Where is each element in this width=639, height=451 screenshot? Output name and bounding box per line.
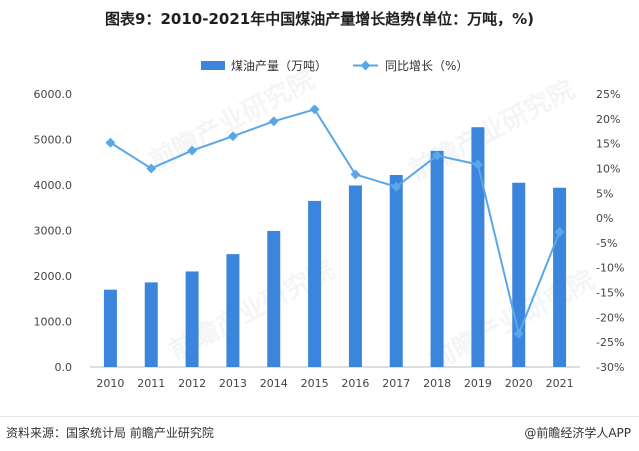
legend-line-label: 同比增长（%） [385,59,468,73]
bar [103,289,117,367]
x-tick-label: 2018 [423,377,451,390]
bar [267,230,281,367]
x-tick-label: 2019 [464,377,492,390]
x-tick-label: 2013 [219,377,247,390]
footer-divider [0,416,639,417]
chart-title: 图表9：2010-2021年中国煤油产量增长趋势(单位：万吨，%) [105,10,534,28]
x-tick-label: 2017 [382,377,410,390]
line-point [146,163,157,174]
bar [308,200,322,367]
y-left-tick-label: 6000.0 [34,88,73,101]
line-point [227,131,238,142]
y-left-tick-label: 2000.0 [34,270,73,283]
y-right-tick-label: -25% [596,336,624,349]
y-right-tick-label: 20% [596,113,620,126]
y-right-tick-label: -20% [596,311,624,324]
x-tick-label: 2010 [96,377,124,390]
y-left-tick-label: 1000.0 [34,316,73,329]
x-tick-label: 2015 [301,377,329,390]
line-point [309,104,320,115]
y-left-tick-label: 3000.0 [34,225,73,238]
y-left-tick-label: 4000.0 [34,179,73,192]
x-tick-label: 2011 [137,377,165,390]
y-right-tick-label: 15% [596,138,620,151]
legend: 煤油产量（万吨） 同比增长（%） [201,59,468,73]
y-left-tick-label: 5000.0 [34,134,73,147]
x-tick-label: 2014 [260,377,288,390]
line-point [554,227,565,237]
line-path [109,108,561,338]
bar [389,174,403,367]
x-tick-label: 2012 [178,377,206,390]
bar [471,127,485,367]
bar [185,271,199,367]
y-right-tick-label: 5% [596,187,613,200]
line-point [432,150,443,161]
line-point [350,169,361,180]
bar [226,254,240,367]
axes: 0.0 1000.0 2000.0 3000.0 4000.0 5000.0 6000.0 -… [34,88,625,390]
bar [553,187,567,367]
x-tick-label: 2021 [546,377,574,390]
line-series [105,104,565,339]
line-point [268,116,279,127]
x-tick-label: 2020 [505,377,533,390]
source-note: 资料来源：国家统计局 前瞻产业研究院 [6,426,214,440]
y-right-tick-label: -15% [596,287,624,300]
legend-bar-label: 煤油产量（万吨） [231,59,327,73]
y-right-tick-label: 10% [596,162,620,175]
bar [144,282,158,367]
y-right-tick-label: -10% [596,262,624,275]
line-point [187,145,198,156]
bar [512,182,526,367]
bar [348,185,362,367]
legend-line-marker [360,60,371,71]
line-point [472,159,483,170]
line-point [513,328,524,339]
brand-label: @前瞻经济学人APP [524,426,631,440]
bar [430,150,444,367]
y-right-tick-label: -5% [596,237,617,250]
legend-bar-swatch [201,61,225,70]
line-point [105,137,116,148]
y-right-tick-label: -30% [596,361,624,374]
bar-series [103,127,567,367]
chart: 煤油产量（万吨） 同比增长（%） 0.0 1000.0 2000.0 3000.0 400… [34,59,625,390]
y-right-tick-label: 25% [596,88,620,101]
x-tick-label: 2016 [341,377,369,390]
line-point [391,181,402,192]
y-right-tick-label: 0% [596,212,613,225]
y-left-tick-label: 0.0 [55,361,73,374]
